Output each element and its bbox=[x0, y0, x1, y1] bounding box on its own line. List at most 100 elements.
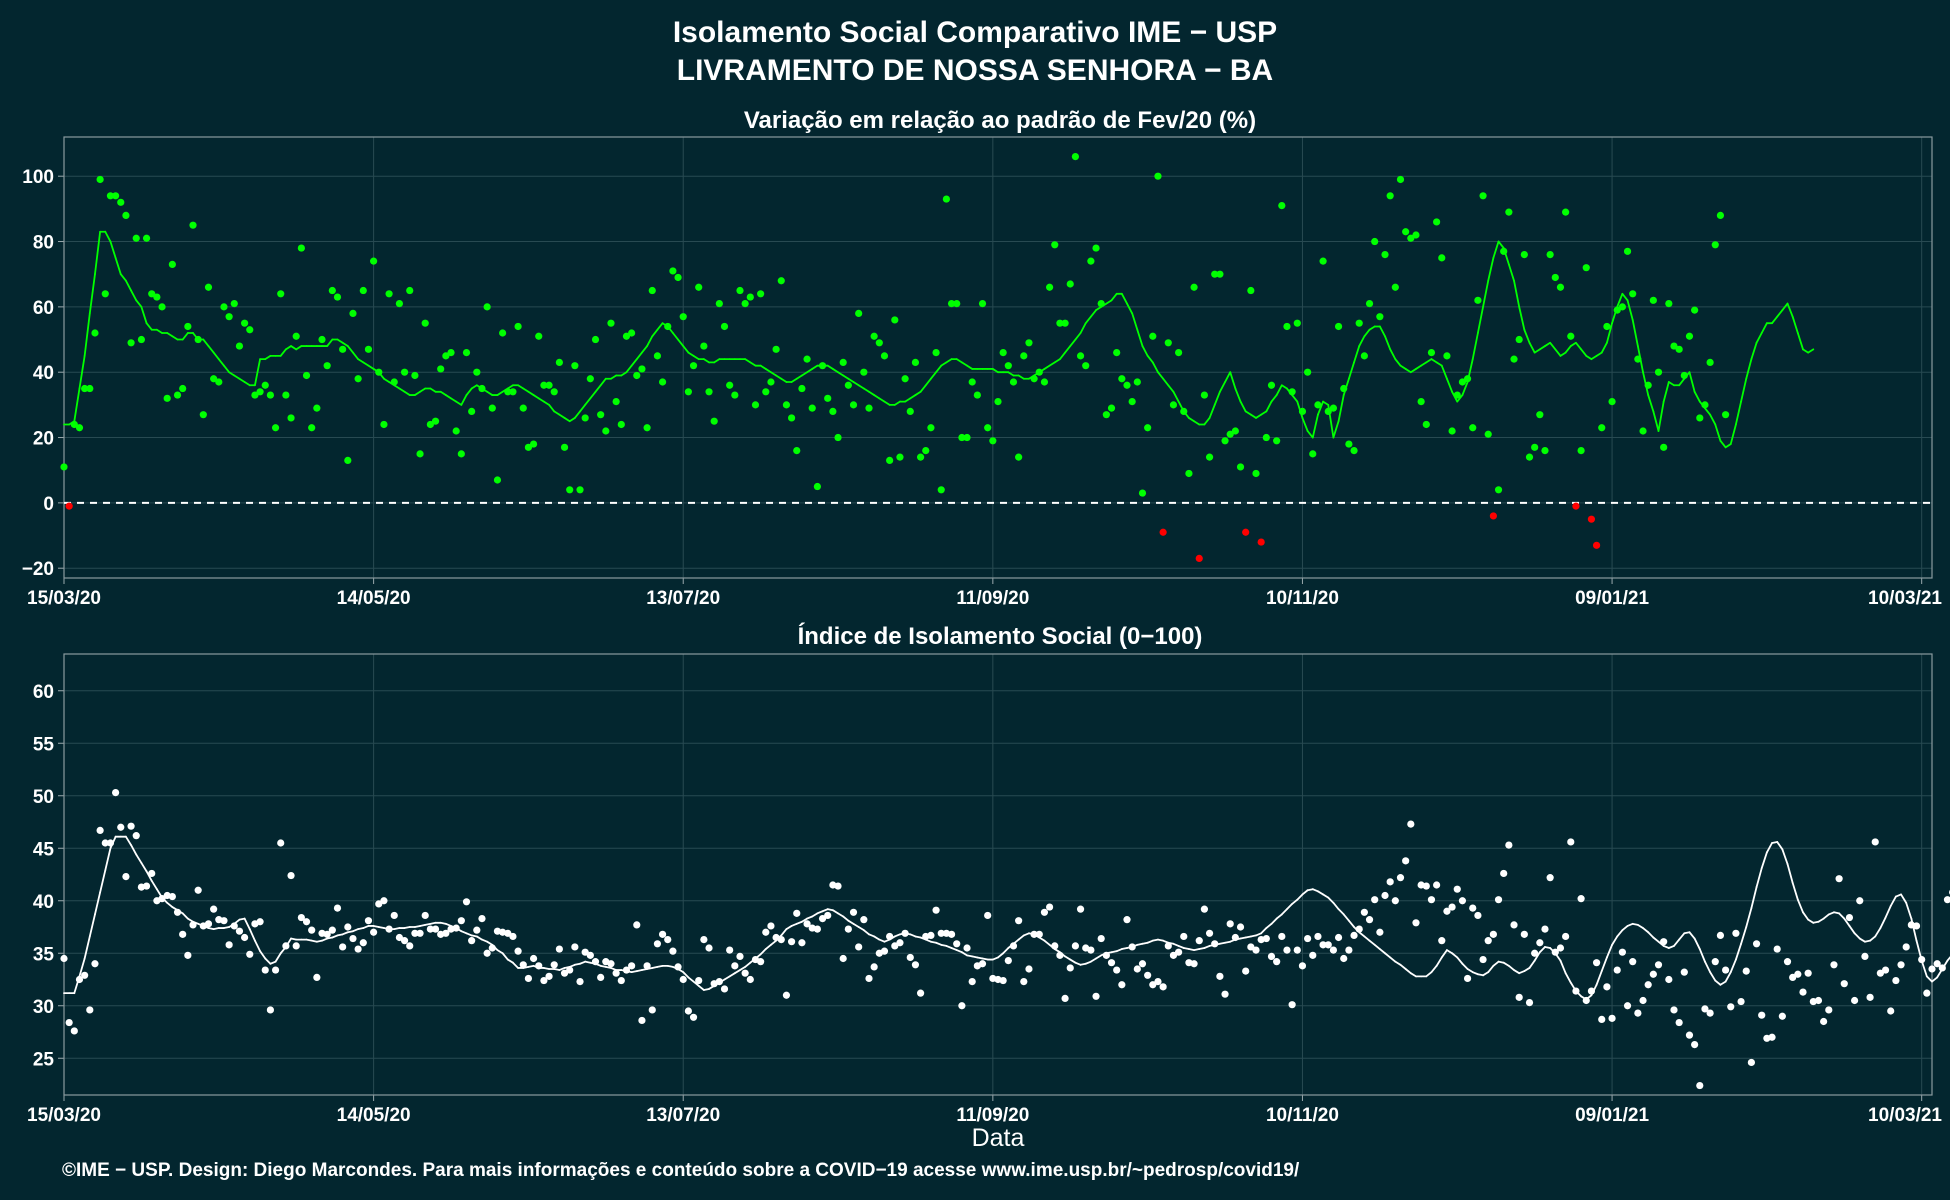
p1-trend-line-segment bbox=[677, 338, 685, 347]
p2-trend-line-segment bbox=[1095, 954, 1103, 960]
p1-trend-line-segment bbox=[295, 345, 303, 351]
p2-data-point bbox=[1309, 951, 1317, 959]
p1-data-point bbox=[736, 286, 744, 295]
p1-data-point bbox=[1685, 332, 1694, 340]
p1-data-point bbox=[400, 368, 409, 376]
p2-trend-line-segment bbox=[1425, 971, 1433, 978]
p1-data-point bbox=[1056, 319, 1064, 327]
p1-data-point bbox=[844, 381, 852, 389]
p2-data-point bbox=[906, 953, 914, 962]
p2-trend-line-segment bbox=[1626, 922, 1634, 927]
p2-trend-line-segment bbox=[104, 847, 112, 872]
p2-data-point bbox=[277, 839, 285, 847]
p2-data-point bbox=[664, 936, 672, 944]
p2-data-point bbox=[901, 929, 909, 937]
p1-trend-line-segment bbox=[744, 358, 752, 364]
p2-trend-line-segment bbox=[145, 870, 153, 882]
p2-y-tick-label: 40 bbox=[33, 892, 54, 913]
p1-data-point bbox=[1479, 192, 1487, 200]
p1-data-point bbox=[891, 316, 899, 324]
p2-trend-line-segment bbox=[1327, 896, 1335, 904]
p1-trend-line-segment bbox=[579, 403, 587, 413]
p2-trend-line-segment bbox=[955, 949, 963, 954]
p1-x-tick-label: 13/07/20 bbox=[646, 588, 720, 609]
p2-trend-line-segment bbox=[1724, 971, 1732, 983]
p2-x-tick-label: 09/01/21 bbox=[1575, 1105, 1649, 1126]
p1-trend-line-segment bbox=[1415, 364, 1423, 370]
p1-trend-line-segment bbox=[1151, 361, 1159, 374]
p2-data-point bbox=[385, 925, 393, 933]
p2-trend-line-segment bbox=[1337, 908, 1345, 916]
p1-trend-line-segment bbox=[1141, 345, 1149, 357]
p1-trend-line-segment bbox=[1513, 279, 1521, 308]
p1-data-point bbox=[1309, 450, 1317, 458]
p1-data-point bbox=[1721, 411, 1730, 419]
p1-trend-line-segment bbox=[857, 384, 865, 390]
p1-trend-line-segment bbox=[1239, 400, 1247, 413]
p2-data-point bbox=[60, 954, 68, 963]
p1-data-point bbox=[1169, 401, 1178, 409]
p2-data-point bbox=[1051, 942, 1059, 950]
p2-data-point bbox=[1716, 931, 1725, 940]
p1-y-tick-label: 0 bbox=[43, 494, 54, 515]
p1-trend-line-segment bbox=[228, 371, 236, 377]
p2-trend-line-segment bbox=[254, 939, 261, 953]
p1-trend-line-segment bbox=[1688, 371, 1696, 393]
p2-data-point bbox=[1897, 961, 1905, 969]
p1-data-point bbox=[720, 322, 729, 331]
p1-data-point bbox=[1283, 322, 1291, 331]
p1-data-point bbox=[529, 440, 538, 448]
p1-data-point bbox=[261, 381, 269, 389]
p2-data-point bbox=[839, 954, 847, 963]
p1-trend-line-segment bbox=[862, 387, 870, 393]
p2-data-point bbox=[1572, 987, 1580, 995]
p2-data-point bbox=[529, 954, 538, 963]
p2-data-point bbox=[194, 886, 202, 894]
p2-data-point bbox=[947, 930, 956, 938]
p2-data-point bbox=[535, 962, 543, 970]
p1-trend-line-segment bbox=[842, 374, 850, 380]
p2-data-point bbox=[122, 873, 130, 881]
p1-data-point bbox=[184, 322, 192, 331]
p2-trend-line-segment bbox=[1064, 955, 1072, 961]
p2-data-point bbox=[566, 966, 574, 974]
p2-data-point bbox=[1871, 838, 1879, 846]
p1-data-point bbox=[96, 175, 104, 184]
p2-data-point bbox=[1097, 934, 1105, 943]
p1-trend-line-segment bbox=[1693, 390, 1701, 403]
p1-trend-line-segment bbox=[1368, 325, 1376, 331]
p1-data-point bbox=[689, 362, 698, 370]
p1-trend-line-segment bbox=[1729, 423, 1737, 445]
p2-data-point bbox=[1314, 932, 1322, 941]
p1-trend-line-segment bbox=[1533, 348, 1541, 354]
p2-data-point bbox=[865, 974, 873, 983]
p1-trend-line-segment bbox=[1709, 413, 1717, 426]
p1-trend-line-segment bbox=[336, 338, 344, 344]
p2-data-point bbox=[1582, 996, 1590, 1005]
p1-trend-line-segment bbox=[630, 358, 638, 367]
p2-data-point bbox=[550, 961, 558, 969]
p1-data-point bbox=[953, 300, 961, 308]
p2-trend-line-segment bbox=[269, 960, 277, 965]
p2-data-point bbox=[1396, 874, 1405, 882]
p2-data-point bbox=[400, 937, 409, 945]
p1-trend-line-segment bbox=[362, 361, 370, 367]
p2-trend-line-segment bbox=[506, 958, 514, 964]
p1-trend-line-segment bbox=[264, 354, 272, 361]
p2-trend-line-segment bbox=[341, 931, 349, 936]
p2-data-point bbox=[411, 929, 419, 937]
p1-data-point bbox=[1443, 352, 1451, 360]
p1-x-tick-label: 11/09/20 bbox=[956, 588, 1029, 609]
p2-trend-line-segment bbox=[1260, 927, 1268, 935]
p1-trend-line-segment bbox=[212, 351, 220, 361]
p2-data-point bbox=[86, 1006, 94, 1014]
p1-trend-line-segment bbox=[1575, 341, 1583, 351]
p2-data-point bbox=[674, 963, 682, 971]
p1-data-point bbox=[1133, 378, 1141, 386]
p1-data-point bbox=[1304, 368, 1312, 376]
p1-data-point bbox=[669, 267, 677, 275]
p1-data-point bbox=[1066, 280, 1074, 288]
p2-trend-line-segment bbox=[801, 917, 808, 923]
p2-data-point bbox=[1438, 937, 1446, 945]
p1-data-point bbox=[1474, 296, 1482, 304]
